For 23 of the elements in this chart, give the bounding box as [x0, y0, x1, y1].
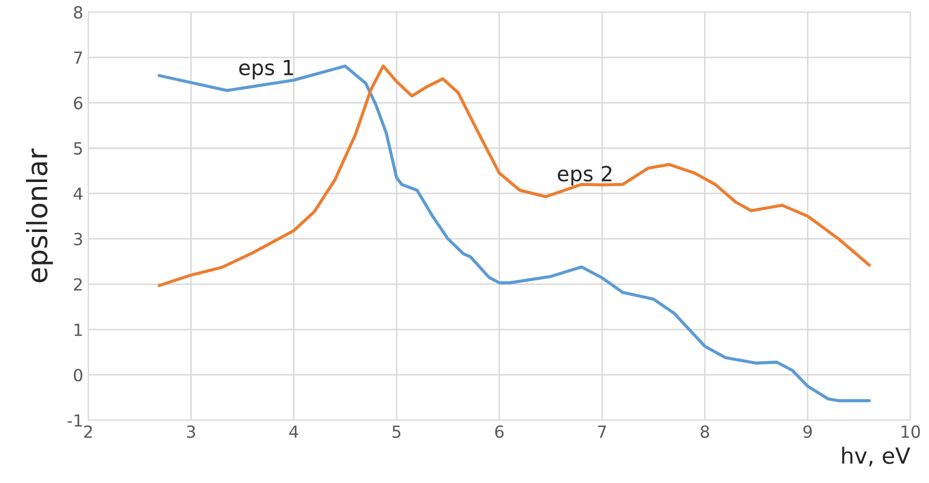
x-tick-label: 6	[495, 425, 504, 438]
y-tick-label: 5	[74, 142, 82, 155]
x-tick-label: 8	[700, 425, 710, 438]
y-tick-label: 2	[74, 278, 82, 290]
y-tick-label: 3	[74, 232, 82, 246]
x-tick-label: 9	[803, 425, 812, 438]
x-tick-label: 10	[902, 425, 920, 438]
series-label: eps 1	[239, 60, 293, 80]
x-tick-label: 2	[84, 425, 92, 438]
y-tick-label: 1	[74, 324, 82, 336]
x-tick-label: 4	[289, 426, 298, 438]
series-label: eps 2	[558, 166, 612, 186]
y-tick-label: 0	[74, 368, 82, 382]
x-axis-title: hv, eV	[842, 446, 910, 466]
y-tick-label: 6	[74, 96, 82, 110]
y-tick-label: 7	[74, 52, 82, 64]
y-tick-label: 4	[74, 188, 82, 200]
y-tick-label: 8	[74, 6, 82, 19]
x-tick-label: 5	[392, 426, 400, 438]
x-tick-label: 3	[186, 425, 195, 438]
y-tick-label: -1	[68, 414, 82, 427]
y-axis-title: epsilonlar	[26, 148, 53, 282]
x-tick-label: 7	[598, 426, 606, 438]
